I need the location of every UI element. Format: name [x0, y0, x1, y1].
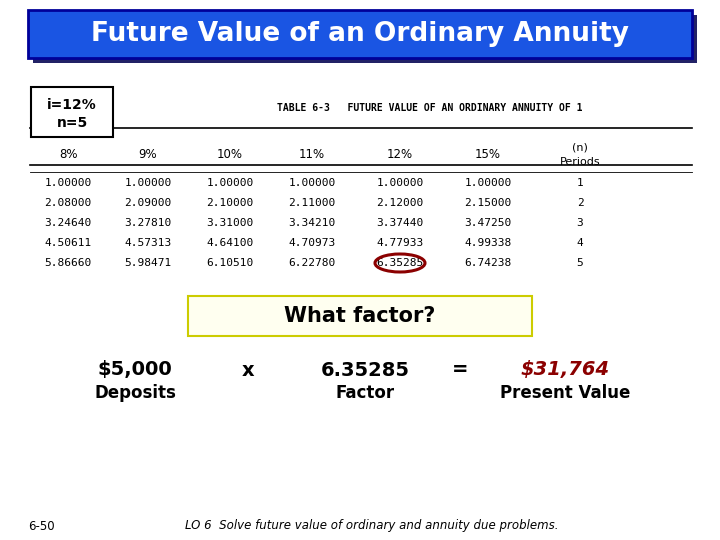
Text: 6.35285: 6.35285	[320, 361, 410, 380]
Text: 1.00000: 1.00000	[207, 178, 253, 188]
Text: x: x	[242, 361, 254, 380]
Text: 2.15000: 2.15000	[464, 198, 512, 208]
Text: 2.11000: 2.11000	[289, 198, 336, 208]
Text: 2.08000: 2.08000	[45, 198, 91, 208]
Text: 2.10000: 2.10000	[207, 198, 253, 208]
Text: 1.00000: 1.00000	[45, 178, 91, 188]
FancyBboxPatch shape	[188, 296, 532, 336]
Text: Factor: Factor	[336, 384, 395, 402]
FancyBboxPatch shape	[33, 15, 697, 63]
Text: 5.86660: 5.86660	[45, 258, 91, 268]
Text: i=12%: i=12%	[47, 98, 97, 112]
Text: 3.27810: 3.27810	[125, 218, 171, 228]
Text: $5,000: $5,000	[98, 361, 172, 380]
Text: 5: 5	[577, 258, 583, 268]
FancyBboxPatch shape	[31, 87, 113, 137]
Text: 3.47250: 3.47250	[464, 218, 512, 228]
Text: 4: 4	[577, 238, 583, 248]
FancyBboxPatch shape	[28, 10, 692, 58]
Text: 3.24640: 3.24640	[45, 218, 91, 228]
Text: $31,764: $31,764	[521, 361, 610, 380]
Text: 12%: 12%	[387, 148, 413, 161]
Text: 3.37440: 3.37440	[377, 218, 423, 228]
Text: Periods: Periods	[559, 157, 600, 167]
Text: 6-50: 6-50	[28, 519, 55, 532]
Text: 1.00000: 1.00000	[289, 178, 336, 188]
Text: 1: 1	[577, 178, 583, 188]
Text: 6.22780: 6.22780	[289, 258, 336, 268]
Text: 3.31000: 3.31000	[207, 218, 253, 228]
Text: What factor?: What factor?	[284, 306, 436, 326]
Text: 2.12000: 2.12000	[377, 198, 423, 208]
Text: 4.57313: 4.57313	[125, 238, 171, 248]
Text: 4.64100: 4.64100	[207, 238, 253, 248]
Text: 6.10510: 6.10510	[207, 258, 253, 268]
Text: 8%: 8%	[59, 148, 77, 161]
Text: n=5: n=5	[56, 116, 88, 130]
Text: 9%: 9%	[139, 148, 157, 161]
Text: 4.99338: 4.99338	[464, 238, 512, 248]
Text: 6.74238: 6.74238	[464, 258, 512, 268]
Text: 6.35285: 6.35285	[377, 258, 423, 268]
Text: Future Value of an Ordinary Annuity: Future Value of an Ordinary Annuity	[91, 21, 629, 47]
Text: 1.00000: 1.00000	[377, 178, 423, 188]
Text: 3: 3	[577, 218, 583, 228]
Text: =: =	[451, 361, 468, 380]
Text: 10%: 10%	[217, 148, 243, 161]
Text: Deposits: Deposits	[94, 384, 176, 402]
Text: 2: 2	[577, 198, 583, 208]
Text: (n): (n)	[572, 143, 588, 153]
Text: 3.34210: 3.34210	[289, 218, 336, 228]
Text: 5.98471: 5.98471	[125, 258, 171, 268]
Text: 1.00000: 1.00000	[125, 178, 171, 188]
Text: 4.70973: 4.70973	[289, 238, 336, 248]
Text: 15%: 15%	[475, 148, 501, 161]
Text: 11%: 11%	[299, 148, 325, 161]
Text: 2.09000: 2.09000	[125, 198, 171, 208]
Text: 4.50611: 4.50611	[45, 238, 91, 248]
Text: Present Value: Present Value	[500, 384, 630, 402]
Text: 4.77933: 4.77933	[377, 238, 423, 248]
Text: 1.00000: 1.00000	[464, 178, 512, 188]
Text: LO 6  Solve future value of ordinary and annuity due problems.: LO 6 Solve future value of ordinary and …	[185, 519, 559, 532]
Text: TABLE 6-3   FUTURE VALUE OF AN ORDINARY ANNUITY OF 1: TABLE 6-3 FUTURE VALUE OF AN ORDINARY AN…	[277, 103, 582, 113]
